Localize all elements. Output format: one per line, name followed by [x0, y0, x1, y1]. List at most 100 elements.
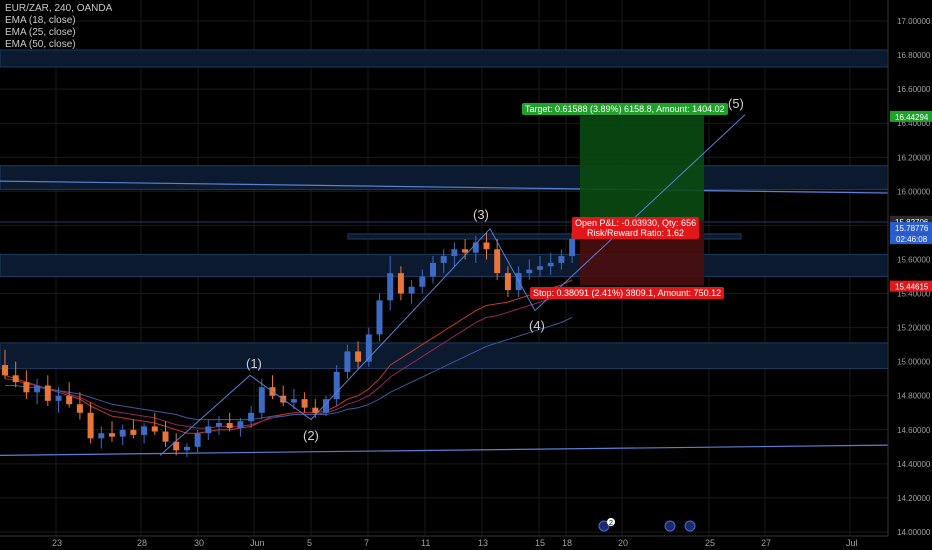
support-resistance-zone [0, 165, 889, 191]
price-axis [888, 0, 932, 550]
candle-body [504, 273, 511, 291]
price-badge-text: 15.78776 [895, 224, 929, 233]
wave-label: (1) [246, 356, 262, 371]
symbol-title: EUR/ZAR, 240, OANDA [5, 3, 113, 14]
stop-label: Stop: 0.38091 (2.41%) 3809.1, Amount: 75… [530, 287, 725, 299]
candle-body [537, 266, 543, 270]
candle-body [430, 262, 436, 277]
price-badge-text: 16.44294 [895, 113, 929, 122]
candle-body [526, 269, 533, 274]
candle-body [419, 276, 426, 287]
candle-body [558, 256, 565, 263]
price-tick-label: 14.00000 [897, 528, 931, 537]
wave-label: (4) [529, 318, 545, 333]
candle-body [301, 399, 308, 408]
candle-body [258, 387, 265, 413]
wave-label: (5) [728, 96, 744, 111]
candle-body [547, 262, 554, 267]
price-tick-label: 17.00000 [897, 17, 931, 26]
candle-body [76, 404, 83, 413]
candle-body [365, 334, 372, 362]
ema50-line [5, 316, 573, 421]
time-tick-label: 18 [562, 538, 572, 548]
candle-body [344, 351, 351, 372]
event-icon [664, 520, 676, 532]
candle-body [194, 433, 201, 447]
ema50-legend[interactable]: EMA (50, close) [5, 39, 76, 50]
candle-body [290, 399, 297, 403]
candle-body [87, 412, 94, 439]
candle-body [34, 385, 41, 393]
candle-body [151, 426, 158, 432]
time-tick-label: 5 [307, 538, 312, 548]
price-badge [890, 215, 932, 227]
candle-body [98, 433, 105, 439]
candle-body [387, 273, 394, 301]
ema18-line [4, 279, 573, 434]
countdown-text: 02:46:08 [896, 235, 928, 244]
candle-body [66, 395, 73, 405]
event-icon [684, 520, 696, 532]
candle-body [323, 399, 329, 413]
time-tick-label: 30 [194, 538, 204, 548]
candle-body [569, 239, 576, 257]
candle-body [162, 431, 169, 442]
price-tick-label: 14.80000 [897, 392, 931, 401]
event-icon [598, 520, 610, 532]
candle-body [183, 446, 190, 451]
price-tick-label: 16.20000 [897, 153, 931, 162]
upper-channel-line [0, 180, 889, 194]
target-label: Target: 0.61588 (3.89%) 6158.8, Amount: … [522, 103, 728, 115]
time-tick-label: 7 [364, 538, 369, 548]
candle-body [119, 429, 126, 437]
chart-legend: EUR/ZAR, 240, OANDA EMA (18, close) EMA … [5, 3, 112, 51]
price-tick-label: 16.40000 [897, 119, 931, 128]
candle-body [55, 395, 62, 401]
candle-body [44, 385, 51, 401]
candle-body [141, 426, 148, 435]
candle-body [462, 249, 469, 253]
time-tick-label: 25 [705, 538, 715, 548]
price-tick-label: 14.60000 [897, 426, 931, 435]
candle-body [205, 426, 212, 434]
wave-label: (2) [303, 428, 319, 443]
candle-body [226, 422, 233, 429]
price-badge [890, 110, 932, 122]
price-tick-label: 14.20000 [897, 494, 931, 503]
price-tick-label: 15.60000 [897, 255, 931, 264]
candle-body [312, 407, 319, 413]
time-tick-label: 11 [421, 538, 430, 548]
price-tick-label: 14.40000 [897, 460, 931, 469]
small-zone [347, 233, 742, 240]
price-tick-label: 16.80000 [897, 51, 931, 60]
candle-body [12, 375, 19, 383]
candle-body [440, 256, 447, 263]
time-tick-label: Jun [250, 538, 265, 548]
ema18-legend[interactable]: EMA (18, close) [5, 15, 76, 26]
price-tick-label: 16.60000 [897, 85, 931, 94]
candle-body [472, 242, 479, 253]
candle-body [397, 273, 404, 294]
candle-body [130, 429, 137, 435]
open-pl-label: Open P&L: -0.03930, Qty: 656 Risk/Reward… [572, 217, 700, 239]
price-badge [890, 280, 932, 292]
candle-body [355, 351, 362, 362]
price-badge-text: 15.44615 [895, 283, 929, 292]
price-badge [890, 222, 932, 234]
time-tick-label: 13 [478, 538, 488, 548]
candle-body [483, 242, 490, 250]
candle-body [109, 433, 115, 437]
candle-body [23, 382, 30, 393]
time-tick-label: 23 [52, 538, 62, 548]
elliott-wave-path [159, 114, 746, 456]
wave-label: (3) [473, 207, 489, 222]
candle-body [173, 441, 180, 451]
time-tick-label: 27 [761, 538, 771, 548]
time-tick-label: 15 [535, 538, 545, 548]
candle-body [237, 421, 244, 429]
target-zone [580, 115, 704, 221]
candle-body [408, 286, 415, 294]
event-count: 2 [609, 520, 613, 527]
ema25-legend[interactable]: EMA (25, close) [5, 27, 76, 38]
